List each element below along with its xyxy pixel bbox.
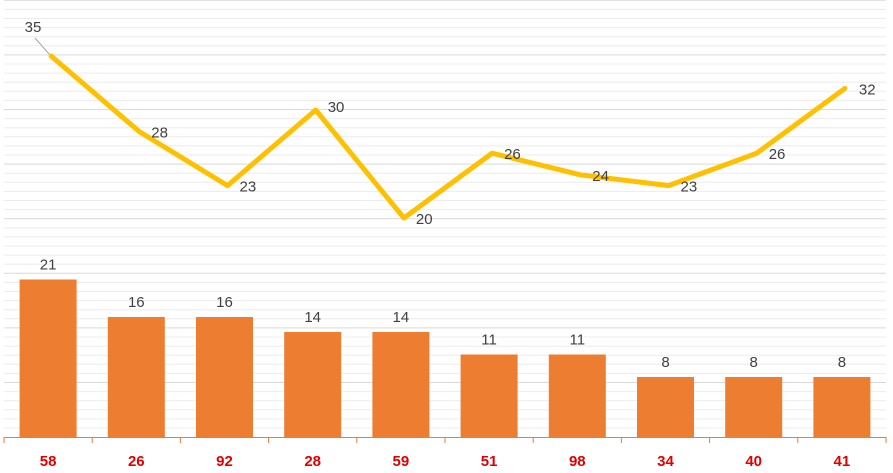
bar-value-label: 14 bbox=[393, 309, 410, 326]
bar bbox=[548, 354, 606, 437]
bar-value-label: 8 bbox=[838, 354, 846, 371]
line-value-label: 26 bbox=[504, 146, 521, 163]
bar-value-label: 16 bbox=[128, 294, 145, 311]
bar-value-label: 14 bbox=[304, 309, 321, 326]
line-value-label: 24 bbox=[592, 168, 609, 185]
line-value-label: 26 bbox=[769, 146, 786, 163]
x-tick-label: 51 bbox=[481, 453, 498, 470]
x-tick-label: 34 bbox=[657, 453, 674, 470]
line-value-label: 28 bbox=[151, 125, 168, 142]
x-tick-label: 41 bbox=[834, 453, 851, 470]
x-axis: 58 26 92 28 59 51 98 34 40 41 bbox=[3, 437, 887, 470]
x-tick-label: 26 bbox=[128, 453, 145, 470]
x-tick-label: 58 bbox=[40, 453, 57, 470]
bar-value-label: 21 bbox=[40, 257, 57, 274]
bar bbox=[372, 332, 430, 437]
bar bbox=[637, 377, 694, 437]
bar bbox=[284, 332, 342, 437]
bar bbox=[107, 317, 165, 437]
bar bbox=[460, 354, 518, 437]
line-value-label: 23 bbox=[240, 179, 257, 196]
line-path bbox=[48, 53, 848, 221]
x-tick-label: 28 bbox=[304, 453, 321, 470]
bar bbox=[196, 317, 253, 437]
bar-value-label: 8 bbox=[750, 354, 758, 371]
line-value-label: 35 bbox=[25, 19, 42, 36]
x-tick-label: 98 bbox=[569, 453, 586, 470]
line-value-label: 30 bbox=[328, 99, 345, 116]
bar bbox=[725, 377, 783, 437]
bar-series bbox=[19, 279, 871, 437]
x-tick-label: 92 bbox=[216, 453, 233, 470]
bar-value-label: 16 bbox=[216, 294, 233, 311]
leader-line bbox=[34, 37, 50, 55]
line-value-label: 23 bbox=[681, 179, 698, 196]
bar bbox=[19, 279, 77, 437]
data-labels: 21 16 16 14 14 11 11 8 8 8 35 28 23 30 20 26 24 23 26 32 bbox=[25, 19, 876, 371]
line-series bbox=[48, 53, 848, 221]
bar-value-label: 11 bbox=[570, 332, 586, 349]
line-value-label: 32 bbox=[859, 81, 876, 98]
line-value-label: 20 bbox=[416, 211, 433, 228]
bar-value-label: 11 bbox=[481, 332, 497, 349]
bar bbox=[813, 377, 871, 437]
x-tick-label: 59 bbox=[393, 453, 410, 470]
x-tick-label: 40 bbox=[745, 453, 762, 470]
bar-value-label: 8 bbox=[661, 354, 669, 371]
